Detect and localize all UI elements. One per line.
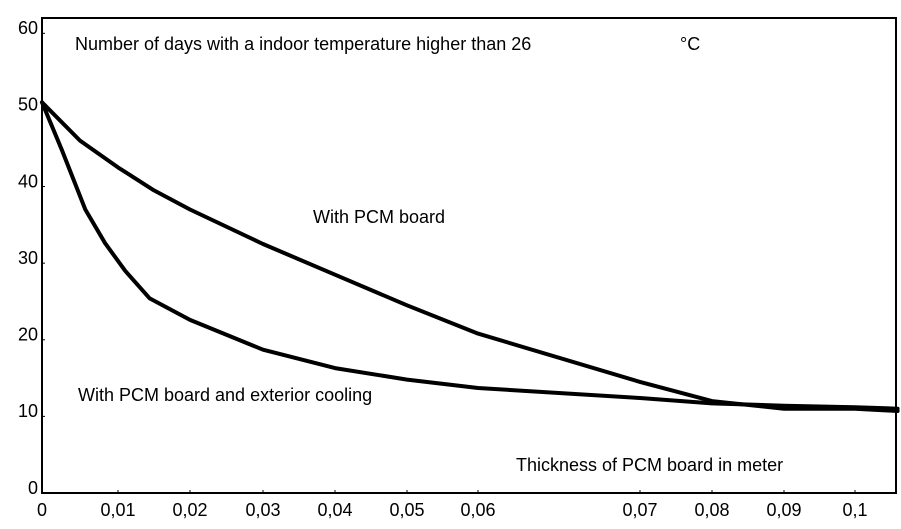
x-tick-label: 0 (37, 500, 47, 520)
x-tick-label: 0,04 (317, 500, 352, 520)
x-tick-label: 0,01 (100, 500, 135, 520)
plot-frame (41, 17, 897, 494)
y-tick-label: 0 (28, 478, 38, 498)
x-tick-label: 0,09 (766, 500, 801, 520)
x-tick-label: 0,07 (622, 500, 657, 520)
x-tick-label: 0,03 (245, 500, 280, 520)
unit-annotation: °C (680, 34, 700, 54)
y-tick-label: 40 (18, 171, 38, 191)
x-tick-label: 0,02 (172, 500, 207, 520)
series-label: With PCM board and exterior cooling (78, 385, 372, 405)
series-label: With PCM board (313, 207, 445, 227)
series-line (40, 100, 900, 411)
y-tick-label: 50 (18, 95, 38, 115)
x-tick-label: 0,08 (694, 500, 729, 520)
y-tick-label: 20 (18, 325, 38, 345)
y-tick-label: 60 (18, 18, 38, 38)
y-tick-label: 10 (18, 401, 38, 421)
x-tick-label: 0,05 (389, 500, 424, 520)
y-tick-label: 30 (18, 248, 38, 268)
x-tick-label: 0,1 (842, 500, 867, 520)
x-tick-label: 0,06 (460, 500, 495, 520)
chart-title: Number of days with a indoor temperature… (75, 34, 531, 54)
series-line (40, 100, 900, 413)
x-axis-label: Thickness of PCM board in meter (516, 455, 783, 475)
